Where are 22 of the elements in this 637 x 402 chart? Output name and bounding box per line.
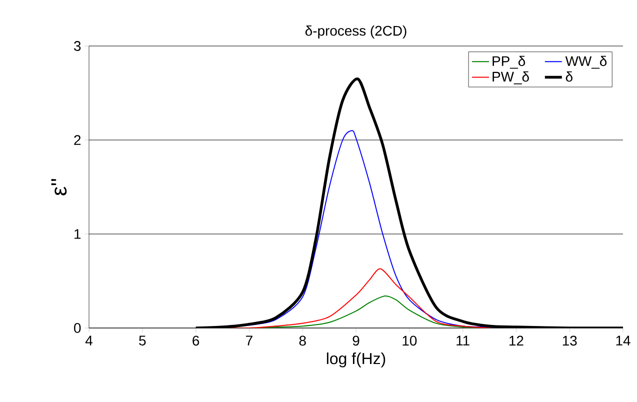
x-tick-label: 8 [299,336,306,346]
legend-label: PP_δ [492,56,526,69]
y-tick-label: 2 [74,135,81,145]
legend-label: PW_δ [492,71,529,84]
legend-label: WW_δ [565,56,607,69]
x-tick-label: 9 [352,336,360,346]
x-tick-label: 11 [456,336,470,346]
legend-label: δ [566,71,572,82]
x-tick-label: 10 [402,336,417,346]
y-tick-label: 1 [74,229,81,239]
y-tick-label: 3 [74,41,81,51]
x-tick-label: 6 [192,336,200,346]
x-tick-label: 7 [246,336,252,346]
x-tick-label: 14 [616,336,630,346]
x-tick-label: 13 [562,336,577,346]
y-tick-label: 0 [74,323,81,333]
x-axis-title: log f(Hz) [326,352,386,368]
chart-title: δ-process (2CD) [305,26,406,38]
x-tick-label: 5 [139,336,146,346]
x-tick-label: 12 [510,336,524,346]
y-axis-title: ε'' [51,179,67,196]
x-tick-label: 4 [85,336,92,346]
